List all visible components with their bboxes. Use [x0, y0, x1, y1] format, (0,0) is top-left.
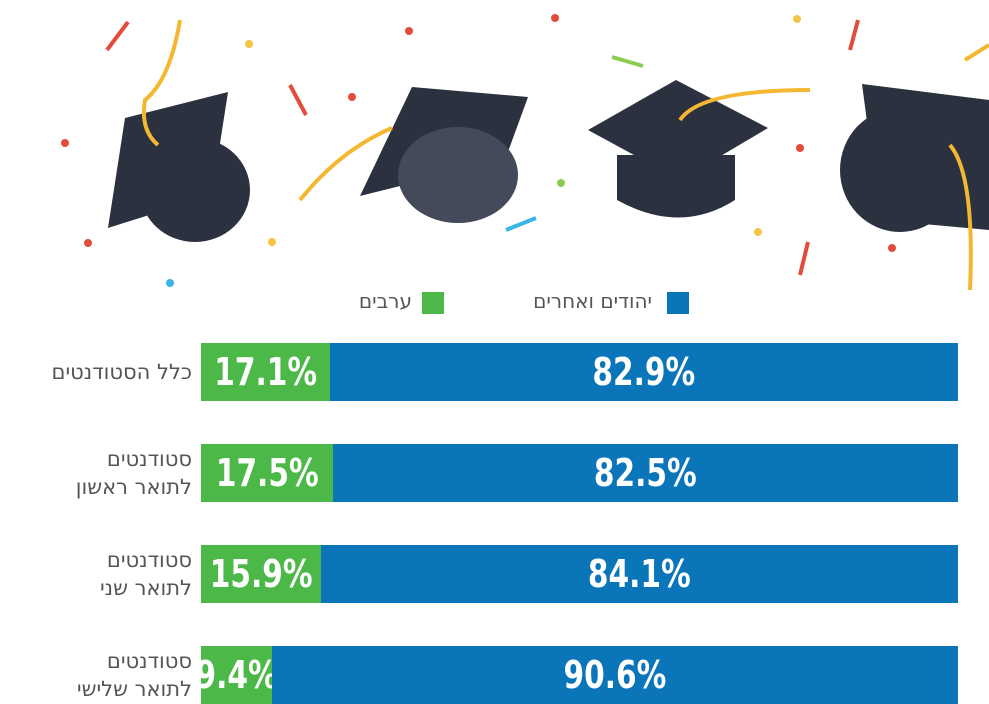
bar-segment — [201, 646, 273, 704]
legend-label: ערבים — [358, 289, 412, 313]
bar-segment — [330, 343, 958, 401]
category-label: כלל הסטודנטים — [51, 360, 192, 384]
value-label: 82.9% — [592, 350, 696, 394]
value-label: 15.9% — [209, 552, 313, 596]
value-label: 17.5% — [215, 451, 319, 495]
bar-segment — [201, 545, 322, 603]
category-label: סטודנטים לתואר שלישי — [76, 649, 192, 701]
value-label: 82.5% — [594, 451, 698, 495]
legend-swatch — [667, 292, 689, 314]
value-label: 17.1% — [214, 350, 318, 394]
bar-segment — [333, 444, 958, 502]
legend-label: יהודים ואחרים — [533, 289, 652, 313]
value-label: 9.4% — [195, 653, 278, 697]
value-label: 90.6% — [563, 653, 667, 697]
legend-swatch — [422, 292, 444, 314]
category-label: סטודנטים לתואר ראשון — [75, 447, 192, 499]
decoration — [61, 14, 989, 290]
category-label: סטודנטים לתואר שני — [99, 548, 192, 600]
bar-segment — [321, 545, 958, 603]
bar-segment — [201, 343, 331, 401]
value-label: 84.1% — [588, 552, 692, 596]
bar-segment — [272, 646, 958, 704]
bar-segment — [201, 444, 334, 502]
